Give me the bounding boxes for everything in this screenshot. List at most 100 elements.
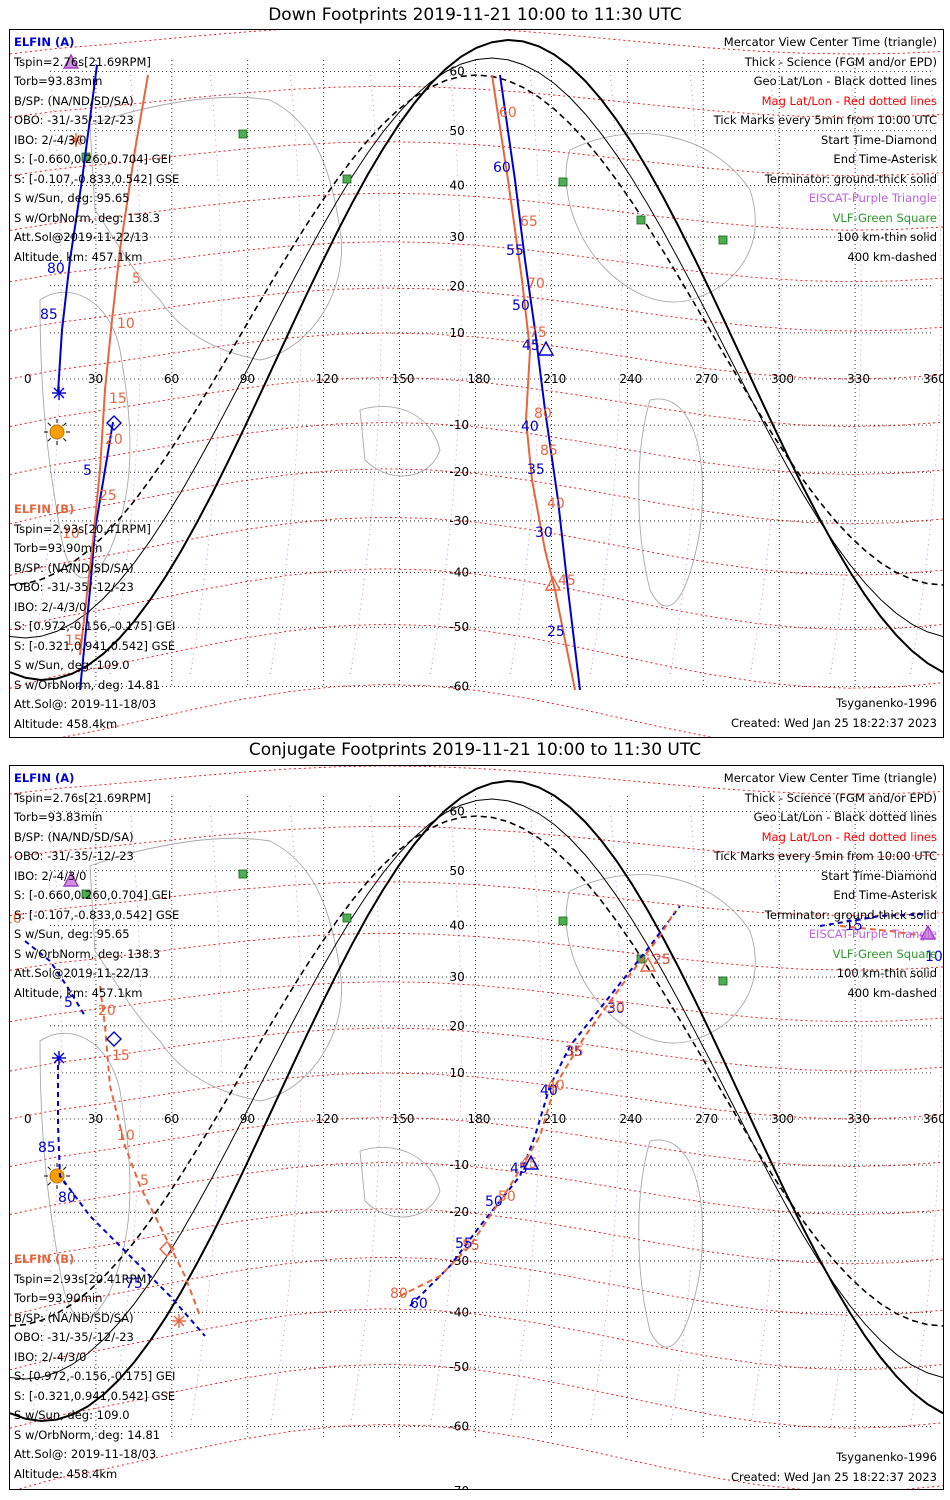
legend-item: Terminator: ground-thick solid [764,171,937,186]
mag-meridian-curve [669,805,702,1430]
vlf-station-square [718,235,728,245]
mag-meridian-curve [189,805,222,1430]
elfin-b-info: ELFIN (B) Tspin=2.93s[20.41RPM] Torb=93.… [14,1250,175,1484]
end-time-asterisk [70,134,82,146]
trace-b-time-label: 10 [117,316,135,332]
end-time-asterisk [53,1052,65,1064]
mag-meridian-curve [269,805,302,1430]
trace-a-time-label: 45 [510,1161,528,1177]
mag-latitude-curve [10,1027,943,1072]
lon-tick-label: 0 [24,1112,32,1126]
elfin-a-line: S: [-0.660,0.260,0.704] GEI [14,152,172,166]
sun-ray [47,1166,51,1170]
elfin-b-trace [839,925,926,937]
trace-a-time-label: 30 [535,525,553,541]
trace-a-time-label: 30 [607,1001,625,1017]
trace-a-time-label: 25 [547,624,565,640]
sun-ray [63,422,67,426]
elfin-b-line: Tspin=2.93s[20.41RPM] [14,1271,151,1286]
elfin-b-line: S w/OrbNorm, deg: 14.81 [14,677,161,692]
elfin-a-info: ELFIN (A) Tspin=2.76s[21.69RPM] Torb=93.… [14,33,179,267]
vlf-station-square [81,889,91,899]
elfin-b-header: ELFIN (B) [14,502,75,516]
mag-meridian-curve [749,69,782,678]
vlf-station-square [558,177,568,187]
trace-b-time-label: 35 [566,1044,584,1060]
mag-latitude-curve [10,1117,943,1167]
legend: Mercator View Center Time (triangle) Thi… [714,33,937,267]
trace-a-time-label: 80 [58,1190,76,1206]
lat-tick-label: -60 [450,1419,470,1433]
mag-meridian-curve [189,69,222,678]
sun-icon [49,1168,65,1184]
legend-item: End Time-Asterisk [833,888,937,902]
sun-ray [47,1182,51,1186]
legend-item: EISCAT-Purple Triangle [808,927,937,941]
mag-latitude-curve [10,1208,943,1265]
lon-tick-label: 300 [771,372,794,386]
mag-latitude-curve [10,241,943,283]
lat-tick-label: -30 [450,514,470,528]
elfin-b-line: Att.Sol@: 2019-11-18/03 [14,1447,157,1461]
legend-item: End Time-Asterisk [833,152,937,166]
lat-tick-label: -20 [450,465,470,479]
trace-b-time-label: 60 [499,105,517,121]
lon-tick-label: 180 [468,372,491,386]
terminator-line [10,779,943,1423]
lon-tick-label: 180 [468,1112,491,1126]
elfin-a-header: ELFIN (A) [14,35,75,49]
mag-latitude-curve [10,192,943,231]
mag-meridian-curve [429,805,462,1430]
created-stamp: Created: Wed Jan 25 18:22:37 2023 [730,715,937,730]
lon-tick-label: 150 [392,372,415,386]
lat-tick-label: 30 [450,970,465,984]
elfin-b-line: S w/Sun, deg: 109.0 [14,1408,130,1422]
trace-b-time-label: 40 [547,496,565,512]
elfin-b-line: Altitude: 458.4km [14,716,118,731]
mag-latitude-curve [10,516,943,576]
elfin-a-line: S: [-0.107,-0.833,0.542] GSE [14,171,180,186]
start-time-diamond [106,415,122,431]
legend-item: VLF-Green Square [832,946,937,961]
lon-tick-label: 30 [88,372,103,386]
mag-latitude-curve [10,1162,943,1215]
lon-tick-label: 60 [164,372,179,386]
lon-tick-label: 150 [392,1112,415,1126]
mag-meridian-curve [909,805,942,1430]
lat-tick-label: -20 [450,1205,470,1219]
lon-tick-label: 360 [923,1112,943,1126]
altitude-400km-line [10,815,943,1327]
mag-meridian-curve [509,69,542,678]
trace-b-time-label: 15 [65,633,83,649]
legend-item: Geo Lat/Lon - Black dotted lines [753,74,937,88]
elfin-a-line: Att.Sol@2019-11-22/13 [14,230,149,244]
elfin-a-line: IBO: 2/-4/3/0 [14,868,87,883]
legend-item: Mag Lat/Lon - Red dotted lines [761,93,937,108]
elfin-a-line: Tspin=2.76s[21.69RPM] [14,790,151,805]
trace-b-time-label: 70 [527,276,545,292]
lon-tick-label: 0 [24,372,32,386]
elfin-a-trace [24,940,86,1017]
vlf-station-square [558,916,568,926]
lat-tick-label: -30 [450,1254,470,1268]
trace-b-time-label: 75 [529,325,547,341]
mag-meridian-curve [349,805,382,1430]
trace-b-time-label: 65 [520,214,538,230]
trace-a-time-label: 15 [845,918,863,934]
lat-tick-label: -10 [450,418,470,432]
lat-tick-label: 50 [450,864,465,878]
mag-latitude-curve [10,287,943,332]
mag-latitude-curve [10,981,943,1023]
lat-tick-label: -60 [450,679,470,693]
trace-b-time-label: 10 [10,911,22,927]
elfin-b-line: OBO: -31/-35/-12/-23 [14,580,134,594]
coastline [89,837,342,1102]
center-time-triangle [544,575,562,591]
trace-b-time-label: 85 [540,443,558,459]
lat-tick-label: -70 [450,1484,470,1489]
lat-tick-label: 60 [450,805,465,819]
trace-b-time-label: 25 [99,488,117,504]
end-time-asterisk [53,387,65,399]
legend-item: 400 km-dashed [847,985,937,1000]
mag-meridian-curve [109,805,142,1430]
